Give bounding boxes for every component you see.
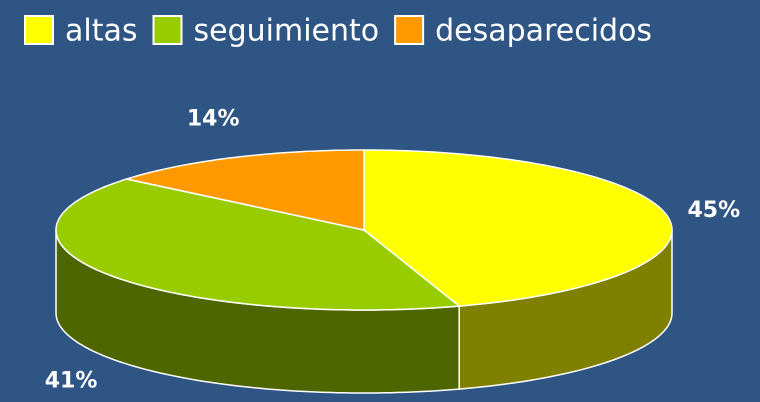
data-label: 41% <box>45 369 98 394</box>
legend-swatch <box>394 15 425 45</box>
data-label: 45% <box>688 198 741 223</box>
legend-label: seguimiento <box>194 14 380 49</box>
pie-slice <box>363 149 673 307</box>
legend-label: altas <box>65 14 138 49</box>
data-label: 14% <box>187 107 240 132</box>
legend-swatch <box>24 15 54 45</box>
pie-slice <box>123 149 365 231</box>
pie-slice <box>55 178 462 311</box>
legend-swatch <box>152 15 183 45</box>
legend-label: desaparecidos <box>435 14 652 49</box>
